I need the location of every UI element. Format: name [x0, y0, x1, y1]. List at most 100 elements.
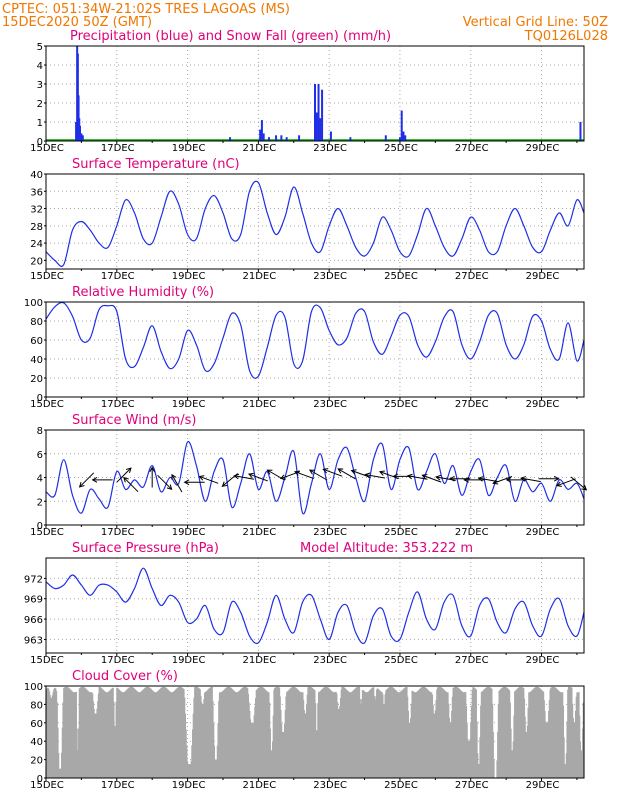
wind-arrow-head	[308, 469, 315, 475]
precip-bar	[321, 89, 324, 141]
pressure-ytick-label: 972	[24, 574, 43, 585]
cloud-bar	[562, 737, 565, 778]
pressure-xtick-label: 15DEC	[30, 655, 64, 666]
wind-arrow	[157, 474, 172, 490]
temperature-xtick-label: 21DEC	[243, 271, 277, 282]
wind-ytick-label: 0	[37, 521, 43, 532]
precip-bar	[398, 137, 401, 141]
wind-arrow-head	[198, 475, 205, 481]
panel-pressure: Surface Pressure (hPa) Model Altitude: 3…	[24, 541, 585, 666]
temperature-plot-area	[46, 174, 584, 269]
wind-arrow-head	[337, 468, 344, 474]
temperature-xtick-label: 19DEC	[172, 271, 206, 282]
precip-ytick-label: 1	[37, 118, 43, 129]
pressure-xtick-label: 25DEC	[384, 655, 418, 666]
wind-arrow	[323, 468, 343, 477]
precip-ytick-label: 5	[37, 42, 43, 53]
humidity-xtick-label: 19DEC	[172, 399, 206, 410]
temperature-xtick-label: 23DEC	[313, 271, 347, 282]
wind-arrow-head	[91, 477, 98, 483]
humidity-ytick-label: 20	[30, 374, 43, 385]
cloud-bar	[492, 760, 495, 778]
wind-arrow-head	[449, 475, 455, 482]
humidity-xtick-label: 29DEC	[526, 399, 560, 410]
pressure-xtick-label: 17DEC	[101, 655, 135, 666]
wind-xtick-label: 29DEC	[526, 527, 560, 538]
wind-arrow	[234, 475, 255, 480]
humidity-title: Relative Humidity (%)	[72, 285, 214, 300]
cloud-xtick-label: 23DEC	[313, 780, 347, 791]
wind-arrow-head	[221, 481, 228, 487]
precip-bar	[329, 131, 332, 141]
pressure-plot-area	[46, 558, 584, 653]
wind-arrow	[365, 474, 386, 479]
wind-arrow-head	[421, 474, 428, 480]
wind-arrow-head	[126, 467, 132, 473]
wind-arrow	[556, 478, 576, 487]
wind-arrow-head	[247, 472, 254, 479]
wind-arrow-head	[364, 472, 371, 479]
wind-ytick-label: 4	[37, 474, 43, 485]
wind-arrow	[294, 471, 314, 480]
panel-wind: Surface Wind (m/s) 15DEC 17DEC 19DEC 21DEC 2…	[30, 413, 588, 538]
precip-bar	[285, 137, 288, 141]
precip-xtick-label: 27DEC	[455, 143, 489, 154]
precip-bar	[314, 84, 316, 141]
temperature-ytick-label: 24	[30, 239, 43, 250]
precip-bar	[280, 135, 283, 141]
wind-arrow	[116, 467, 132, 483]
wind-arrow-head	[520, 476, 526, 482]
precip-bar	[317, 84, 320, 141]
header-init-time: 15DEC2020 50Z (GMT)	[2, 15, 152, 30]
pressure-xtick-label: 29DEC	[526, 655, 560, 666]
cloud-xtick-label: 27DEC	[455, 780, 489, 791]
pressure-xtick-label: 27DEC	[455, 655, 489, 666]
panel-temperature: Surface Temperature (nC) 15DEC 17DEC 19DEC…	[30, 157, 585, 282]
temperature-ytick-label: 40	[30, 170, 43, 181]
humidity-xtick-label: 27DEC	[455, 399, 489, 410]
humidity-xtick-label: 15DEC	[30, 399, 64, 410]
precip-xtick-label: 15DEC	[30, 143, 64, 154]
cloud-frame	[45, 685, 585, 779]
precip-bar	[384, 135, 387, 141]
precip-bar	[349, 137, 352, 141]
wind-xtick-label: 25DEC	[384, 527, 418, 538]
cloud-xtick-label: 25DEC	[384, 780, 418, 791]
cloud-bar	[57, 752, 60, 778]
humidity-series-line	[46, 302, 584, 379]
pressure-frame	[45, 557, 585, 654]
wind-arrow-head	[553, 475, 560, 482]
temperature-ytick-label: 28	[30, 222, 43, 233]
wind-arrow	[171, 474, 183, 493]
cloud-xtick-label: 17DEC	[101, 780, 135, 791]
pressure-xtick-label: 21DEC	[243, 655, 277, 666]
precip-ytick-label: 2	[37, 99, 43, 110]
precip-xtick-label: 29DEC	[526, 143, 560, 154]
cloud-ytick-label: 100	[24, 682, 43, 693]
precip-bar	[315, 112, 318, 141]
cloud-xtick-label: 21DEC	[243, 780, 277, 791]
wind-arrow	[422, 474, 442, 483]
wind-xtick-label: 27DEC	[455, 527, 489, 538]
wind-xtick-label: 15DEC	[30, 527, 64, 538]
temperature-xtick-label: 29DEC	[526, 271, 560, 282]
model-altitude: Model Altitude: 353.222 m	[300, 541, 473, 556]
precip-bar	[262, 133, 265, 141]
precip-bar	[275, 135, 278, 141]
precip-title: Precipitation (blue) and Snow Fall (gree…	[70, 29, 391, 44]
humidity-plot-area	[46, 302, 584, 397]
humidity-xtick-label: 25DEC	[384, 399, 418, 410]
humidity-ytick-label: 80	[30, 317, 43, 328]
wind-xtick-label: 17DEC	[101, 527, 135, 538]
wind-arrow-head	[279, 474, 286, 480]
wind-arrow	[199, 475, 219, 484]
precip-frame	[45, 45, 585, 142]
humidity-ytick-label: 60	[30, 336, 43, 347]
precip-bar	[259, 129, 262, 141]
wind-arrow-head	[435, 474, 442, 481]
wind-arrow-head	[555, 481, 562, 487]
precip-bar	[298, 135, 301, 141]
wind-arrow	[248, 473, 268, 482]
wind-arrow	[309, 469, 328, 481]
pressure-ytick-label: 963	[24, 635, 43, 646]
